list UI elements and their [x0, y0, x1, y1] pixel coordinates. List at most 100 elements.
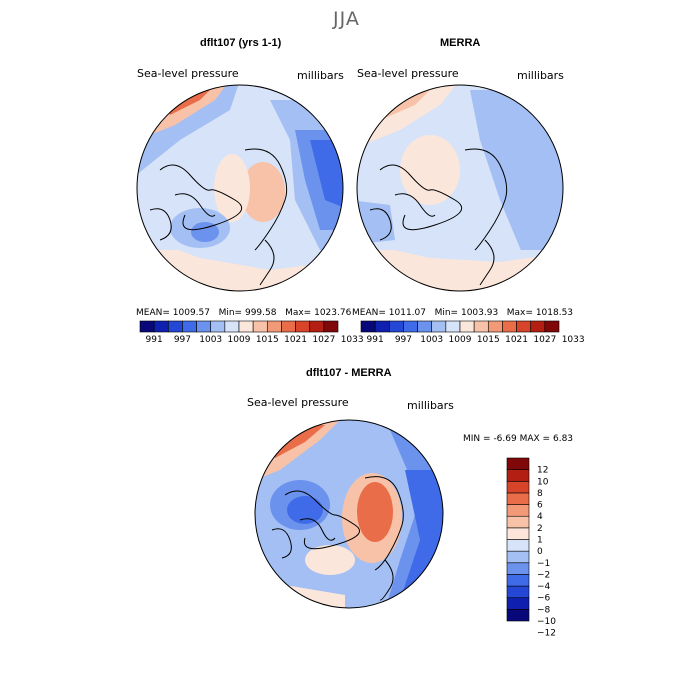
panel1-max-value: 1023.76	[314, 308, 352, 318]
panel2-coast-b	[464, 148, 508, 251]
panel2-colorbar-swatch-12	[530, 320, 546, 333]
panel2-colorbar-tick-7: 1033	[562, 335, 585, 345]
panel3-colorbar-swatch-6	[506, 539, 530, 552]
panel1-coastlines	[149, 148, 288, 286]
panel1-colorbar-tick-3: 1009	[228, 335, 251, 345]
panel1-colorbar-tick-4: 1015	[256, 335, 279, 345]
panel3-min-value: -6.69	[493, 434, 517, 444]
panel3-title: dflt107 - MERRA	[306, 367, 392, 379]
panel3-colorbar-swatch-12	[506, 469, 530, 482]
panel1-colorbar-swatch-8	[252, 320, 268, 333]
panel3-colorbar-swatch-3	[506, 574, 530, 587]
panel2-field-label: Sea-level pressure	[357, 67, 459, 80]
panel1-colorbar-swatch-9	[266, 320, 282, 333]
panel2-colorbar-tick-6: 1027	[533, 335, 556, 345]
panel1-colorbar: 991 997 1003 1009 1015 1021 1027 1033	[139, 320, 364, 345]
panel2-colorbar-swatch-2	[388, 320, 404, 333]
panel3-coast-b	[364, 476, 404, 571]
panel2-coast-a	[379, 164, 463, 231]
panel3-units-label: millibars	[407, 399, 454, 412]
panel2-colorbar-swatch-11	[516, 320, 532, 333]
panel3-colorbar-tick-14: −12	[537, 629, 556, 639]
panel2-outline	[356, 84, 564, 292]
panel3-colorbar-swatch-13	[506, 457, 530, 470]
panel1-colorbar-swatch-3	[182, 320, 197, 333]
panel3-min-label: MIN =	[463, 434, 491, 444]
panel2-mean-label: MEAN=	[352, 308, 386, 318]
panel2-colorbar-tick-1: 997	[395, 335, 412, 345]
panel1-outline	[136, 84, 344, 292]
panel2-units-label: millibars	[517, 69, 564, 82]
panel3-colorbar-swatch-7	[506, 527, 530, 540]
panel3-colorbar-tick-11: −6	[537, 594, 551, 604]
panel3-map	[255, 420, 443, 608]
panel2-mid-south	[357, 240, 563, 262]
panel3-field-label: Sea-level pressure	[247, 396, 349, 409]
panel3-coastlines	[271, 476, 404, 601]
panel1-coast-e	[149, 208, 172, 241]
panel2-colorbar-tick-4: 1015	[477, 335, 500, 345]
panel3-colorbar-tick-12: −8	[537, 605, 551, 615]
panel3-colorbar-swatch-10	[506, 492, 530, 505]
panel1-colorbar-swatch-7	[238, 320, 254, 333]
panel3-colorbar-swatch-5	[506, 550, 530, 564]
panel2-colorbar-swatch-0	[360, 320, 376, 333]
panel2-colorbar-tick-2: 1003	[420, 335, 443, 345]
panel3-colorbar-tick-13: −10	[537, 617, 556, 627]
panel3-high-greenland	[305, 545, 355, 575]
panel2-coast-d	[479, 239, 495, 286]
panel2-title: MERRA	[440, 37, 481, 49]
panel3-colorbar-swatch-2	[506, 585, 530, 599]
panel2-colorbar-swatch-6	[445, 320, 461, 333]
panel3-colorbar-swatch-0	[506, 609, 530, 622]
panel1-mean-label: MEAN=	[136, 308, 170, 318]
panel2-colorbar-swatch-8	[473, 320, 489, 333]
panel2-colorbar-tick-3: 1009	[449, 335, 472, 345]
panel2-max-label: Max=	[506, 308, 533, 318]
panel1-colorbar-swatch-10	[281, 320, 296, 333]
panel3-max-label: MAX =	[519, 434, 551, 444]
panel3-colorbar-tick-6: 1	[537, 536, 543, 546]
panel1-colorbar-swatch-12	[309, 320, 325, 333]
panel2-stats: MEAN= 1011.07 Min= 1003.93 Max= 1018.53	[352, 308, 573, 318]
panel2-coastlines	[369, 148, 508, 286]
panel1-min-label: Min=	[218, 308, 243, 318]
panel3-colorbar-tick-8: −1	[537, 559, 550, 569]
panel1-colorbar-tick-0: 991	[146, 335, 163, 345]
panel2-mean-value: 1011.07	[388, 308, 426, 318]
panel2-colorbar: 991 997 1003 1009 1015 1021 1027 1033	[360, 320, 585, 345]
panel3-colorbar-tick-9: −2	[537, 570, 550, 580]
panel1-colorbar-swatch-6	[224, 320, 240, 333]
panel2-map	[357, 85, 563, 291]
panel1-colorbar-swatch-11	[295, 320, 311, 333]
panel1-colorbar-tick-6: 1027	[312, 335, 335, 345]
panel1-colorbar-tick-1: 997	[174, 335, 191, 345]
panel2-coast-c	[394, 193, 436, 217]
panel3-coast-a	[284, 490, 360, 550]
panel1-low-greenland-core	[191, 222, 219, 242]
panel2-colorbar-swatch-3	[403, 320, 418, 333]
panel2-low-west	[357, 200, 395, 245]
panel1-coast-b	[244, 148, 288, 251]
panel1-field-label: Sea-level pressure	[137, 67, 239, 80]
panel1-colorbar-tick-2: 1003	[199, 335, 222, 345]
panel3-colorbar-swatch-4	[506, 562, 530, 575]
panel2-colorbar-swatch-10	[502, 320, 517, 333]
panel2-colorbar-swatch-5	[431, 320, 447, 333]
panel3-coast-d	[379, 559, 394, 601]
panel1-colorbar-swatch-4	[196, 320, 212, 333]
panel3-stats: MIN = -6.69 MAX = 6.83	[463, 434, 573, 444]
panel2-high-center	[400, 135, 460, 205]
panel3-colorbar-swatch-1	[506, 597, 530, 610]
panel1-colorbar-swatch-13	[323, 320, 339, 333]
panel1-colorbar-swatch-5	[210, 320, 226, 333]
panel2-colorbar-swatch-1	[374, 320, 390, 333]
panel3-colorbar-tick-0: 12	[537, 466, 548, 476]
panel2-max-value: 1018.53	[535, 308, 574, 318]
panel3-colorbar-tick-1: 10	[537, 477, 549, 487]
panel1-colorbar-swatch-1	[153, 320, 169, 333]
panel3-coast-e	[271, 528, 292, 559]
panel3-colorbar-tick-2: 8	[537, 489, 543, 499]
